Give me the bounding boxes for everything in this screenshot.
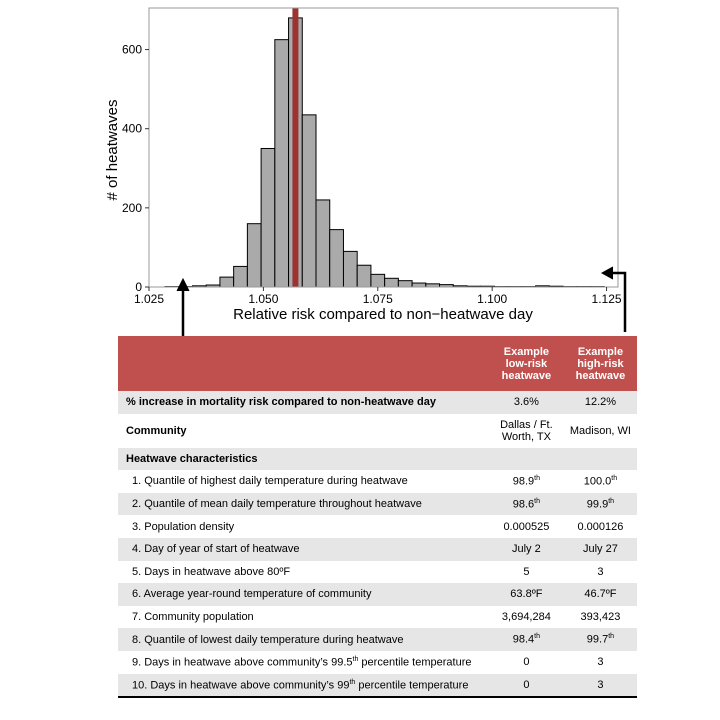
histogram-bar: [370, 273, 386, 288]
histogram-bar: [384, 277, 399, 288]
high-risk-value: [563, 447, 637, 471]
arrow-high-risk: [600, 266, 627, 332]
table-row: 3. Population density 0.000525 0.000126: [118, 515, 637, 538]
table-row: 6. Average year-round temperature of com…: [118, 583, 637, 606]
histogram-bars: [164, 8, 605, 288]
high-risk-value: 3: [563, 673, 637, 699]
low-risk-value: 3,694,284: [501, 611, 551, 624]
y-axis-title: # of heatwaves: [104, 100, 121, 201]
arrow-low-risk: [176, 277, 190, 336]
row-label: 5. Days in heatwave above 80ºF: [132, 565, 291, 578]
histogram-bar: [411, 282, 427, 288]
high-risk-value: 99.9th: [563, 492, 637, 516]
histogram-chart: 1.025 1.050 1.075 1.100 1.125 0 200 400 600 Rel…: [104, 7, 627, 336]
low-risk-value: 98.9th: [512, 475, 541, 488]
low-risk-value: 0: [488, 673, 564, 699]
high-risk-value: 393,423: [580, 611, 621, 624]
x-tick-label: 1.100: [477, 292, 507, 306]
low-risk-value: 0.000525: [503, 520, 550, 533]
table-row: 1. Quantile of highest daily temperature…: [118, 470, 637, 493]
row-label: 2. Quantile of mean daily temperature th…: [118, 492, 489, 516]
row-label: Community: [126, 424, 187, 437]
table-row: 10. Days in heatwave above community’s 9…: [118, 673, 637, 699]
y-tick-label: 400: [122, 122, 142, 136]
histogram-bar: [301, 114, 317, 288]
histogram-bar: [246, 223, 262, 288]
high-risk-value: 3: [597, 656, 604, 669]
y-tick-label: 200: [122, 201, 142, 215]
low-risk-value: [488, 447, 564, 471]
histogram-bar: [356, 264, 372, 288]
low-risk-value: 63.8ºF: [488, 583, 564, 606]
histogram-bar: [342, 250, 358, 288]
table-row: Community Dallas / Ft. Worth, TX Madison, …: [118, 414, 637, 448]
row-label: 9. Days in heatwave above community’s 99…: [132, 655, 472, 669]
histogram-bar: [219, 276, 235, 288]
x-axis: 1.025 1.050 1.075 1.100 1.125: [134, 287, 622, 306]
y-tick-label: 600: [122, 43, 142, 57]
high-risk-value: 100.0th: [583, 475, 618, 488]
low-risk-value: Dallas / Ft. Worth, TX: [500, 418, 553, 443]
high-risk-value: Madison, WI: [569, 424, 631, 437]
high-risk-value: 12.2%: [563, 391, 637, 414]
histogram-bar: [233, 265, 248, 288]
histogram-bar: [260, 147, 276, 288]
table-row: % increase in mortality risk compared to…: [118, 391, 637, 414]
histogram-bar: [315, 199, 331, 288]
table-row: 2. Quantile of mean daily temperature th…: [118, 492, 637, 516]
x-axis-title: Relative risk compared to non−heatwave d…: [233, 306, 533, 323]
table-row: 8. Quantile of lowest daily temperature …: [118, 628, 637, 651]
high-risk-value: July 27: [563, 537, 637, 561]
row-label: 4. Day of year of start of heatwave: [118, 537, 489, 561]
high-risk-value: 3: [597, 565, 604, 578]
low-risk-value: 0: [523, 656, 530, 669]
header-low-risk: Example low-risk heatwave: [488, 336, 564, 391]
table-row: 7. Community population 3,694,284 393,423: [118, 606, 637, 629]
table-header-row: Example low-risk heatwave Example high-risk h…: [118, 336, 637, 391]
x-tick-label: 1.025: [134, 292, 164, 306]
high-risk-value: 0.000126: [577, 520, 624, 533]
header-blank-cell: [118, 336, 489, 391]
low-risk-value: 98.4th: [488, 628, 564, 651]
row-label: 3. Population density: [132, 520, 235, 533]
x-tick-label: 1.075: [363, 292, 393, 306]
plot-border: [148, 7, 619, 288]
y-tick-label: 0: [135, 280, 142, 294]
table-row: Heatwave characteristics: [118, 447, 637, 471]
low-risk-value: 3.6%: [488, 391, 564, 414]
heatwave-comparison-table: Example low-risk heatwave Example high-risk h…: [118, 336, 637, 699]
low-risk-value: 98.6th: [488, 492, 564, 516]
row-label: 7. Community population: [132, 611, 254, 624]
low-risk-value: July 2: [488, 537, 564, 561]
table-row: 4. Day of year of start of heatwave July …: [118, 537, 637, 561]
histogram-bar: [274, 39, 290, 288]
row-label: 1. Quantile of highest daily temperature…: [132, 475, 408, 488]
row-label: % increase in mortality risk compared to…: [118, 391, 489, 414]
table-row: 9. Days in heatwave above community’s 99…: [118, 651, 637, 674]
table-row: 5. Days in heatwave above 80ºF 5 3: [118, 561, 637, 584]
x-tick-label: 1.050: [248, 292, 278, 306]
row-label: 8. Quantile of lowest daily temperature …: [118, 628, 489, 651]
histogram-bar: [329, 229, 344, 288]
row-label: Heatwave characteristics: [118, 447, 489, 471]
row-label: 10. Days in heatwave above community’s 9…: [118, 673, 489, 699]
low-risk-value: 5: [523, 565, 530, 578]
histogram-bar: [397, 280, 413, 288]
header-high-risk: Example high-risk heatwave: [563, 336, 637, 391]
high-risk-value: 99.7th: [563, 628, 637, 651]
high-risk-value: 46.7ºF: [563, 583, 637, 606]
row-label: 6. Average year-round temperature of com…: [118, 583, 489, 606]
y-axis: 0 200 400 600: [122, 43, 149, 294]
x-tick-label: 1.125: [592, 292, 622, 306]
